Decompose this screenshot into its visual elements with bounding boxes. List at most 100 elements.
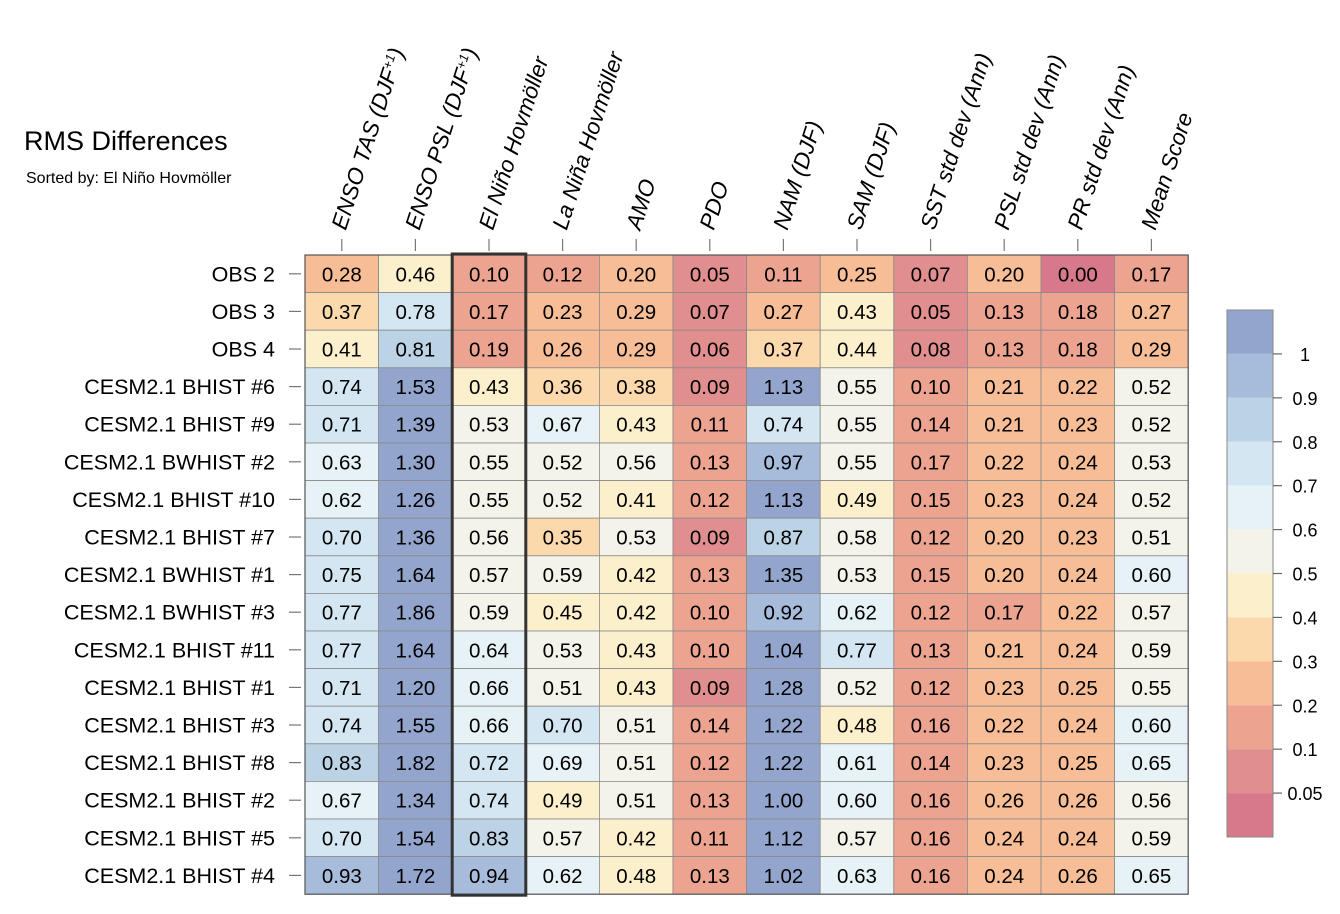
cell-value-label: 0.65 bbox=[1131, 752, 1171, 775]
cell-value-label: 0.10 bbox=[469, 263, 509, 286]
heatmap-cell bbox=[1114, 818, 1189, 857]
cell-value-label: 1.22 bbox=[763, 715, 803, 738]
heatmap-cell bbox=[378, 292, 453, 331]
cell-value-label: 0.23 bbox=[543, 301, 583, 324]
column-label: AMO bbox=[621, 176, 661, 234]
heatmap-cell bbox=[967, 367, 1042, 406]
heatmap-cell bbox=[304, 630, 379, 669]
colorbar-tick-label: 0.9 bbox=[1292, 389, 1317, 409]
colorbar-segment bbox=[1227, 397, 1273, 442]
cell-value-label: 1.26 bbox=[395, 489, 435, 512]
cell-value-label: 0.37 bbox=[763, 339, 803, 362]
cell-value-label: 1.28 bbox=[763, 677, 803, 700]
heatmap-cell bbox=[893, 329, 968, 369]
cell-value-label: 1.12 bbox=[763, 827, 803, 850]
heatmap-cell bbox=[819, 442, 895, 481]
cell-value-label: 0.26 bbox=[543, 339, 583, 362]
heatmap-cell bbox=[1040, 292, 1115, 331]
cell-value-label: 0.24 bbox=[984, 865, 1024, 888]
colorbar-segment bbox=[1227, 441, 1273, 486]
heatmap-cell bbox=[893, 630, 968, 669]
colorbar-segment bbox=[1227, 485, 1273, 530]
cell-value-label: 0.13 bbox=[690, 865, 730, 888]
cell-value-label: 0.52 bbox=[543, 489, 583, 512]
heatmap-cell bbox=[819, 480, 895, 519]
heatmap-cell bbox=[451, 480, 527, 519]
row-label: OBS 3 bbox=[212, 300, 275, 324]
heatmap-cell bbox=[525, 668, 600, 707]
cell-value-label: 0.24 bbox=[984, 827, 1024, 850]
row-label: OBS 4 bbox=[212, 338, 275, 362]
row-label: CESM2.1 BWHIST #3 bbox=[64, 601, 275, 625]
cell-value-label: 0.16 bbox=[911, 790, 951, 813]
cell-value-label: 0.27 bbox=[1131, 301, 1171, 324]
cell-value-label: 1.13 bbox=[763, 376, 803, 399]
heatmap-cell bbox=[599, 517, 674, 557]
heatmap-cell bbox=[1114, 856, 1189, 895]
cell-value-label: 1.39 bbox=[395, 414, 435, 437]
cell-value-label: 1.34 bbox=[395, 790, 435, 813]
cell-value-label: 0.51 bbox=[616, 752, 656, 775]
cell-value-label: 0.63 bbox=[837, 865, 877, 888]
cell-value-label: 0.74 bbox=[469, 790, 509, 813]
cell-value-label: 0.20 bbox=[984, 263, 1024, 286]
cell-value-label: 0.74 bbox=[763, 414, 803, 437]
row-label: CESM2.1 BHIST #8 bbox=[84, 751, 275, 775]
cell-value-label: 0.06 bbox=[690, 339, 730, 362]
heatmap-cell bbox=[967, 743, 1042, 782]
cell-value-label: 1.72 bbox=[395, 865, 435, 888]
cell-value-label: 0.24 bbox=[1058, 715, 1098, 738]
cell-value-label: 0.12 bbox=[690, 489, 730, 512]
cell-value-label: 0.71 bbox=[322, 677, 362, 700]
cell-value-label: 0.26 bbox=[1058, 790, 1098, 813]
heatmap-cell bbox=[525, 480, 600, 519]
heatmap-cell bbox=[672, 818, 747, 857]
cell-value-label: 0.93 bbox=[322, 865, 362, 888]
heatmap-cell bbox=[746, 593, 821, 632]
heatmap-cell bbox=[525, 743, 600, 782]
column-label: La Niña Hovmöller bbox=[548, 47, 629, 232]
cell-value-label: 0.57 bbox=[543, 827, 583, 850]
heatmap-cell bbox=[304, 593, 379, 632]
cell-value-label: 1.22 bbox=[763, 752, 803, 775]
cell-value-label: 0.66 bbox=[469, 677, 509, 700]
cell-value-label: 0.92 bbox=[763, 602, 803, 625]
heatmap-cell bbox=[378, 480, 453, 519]
colorbar-segment bbox=[1227, 617, 1273, 662]
heatmap-cell bbox=[378, 705, 453, 745]
cell-value-label: 0.24 bbox=[1058, 639, 1098, 662]
cell-value-label: 0.05 bbox=[911, 301, 951, 324]
cell-value-label: 0.52 bbox=[837, 677, 877, 700]
cell-value-label: 0.53 bbox=[837, 564, 877, 587]
column-label: Mean Score bbox=[1136, 109, 1197, 232]
cell-value-label: 1.55 bbox=[395, 715, 435, 738]
column-label: SST std dev (Ann) bbox=[916, 50, 997, 233]
cell-value-label: 0.27 bbox=[763, 301, 803, 324]
cell-value-label: 0.24 bbox=[1058, 451, 1098, 474]
heatmap-cell bbox=[599, 292, 674, 331]
cell-value-label: 0.70 bbox=[322, 827, 362, 850]
cell-value-label: 0.70 bbox=[322, 527, 362, 550]
heatmap-cell bbox=[599, 555, 674, 594]
cell-value-label: 1.64 bbox=[395, 639, 435, 662]
heatmap-cell bbox=[746, 329, 821, 369]
row-label: CESM2.1 BWHIST #1 bbox=[64, 563, 275, 587]
cell-value-label: 0.13 bbox=[690, 451, 730, 474]
heatmap-cell bbox=[746, 781, 821, 820]
heatmap-cell bbox=[451, 555, 527, 594]
heatmap-cell bbox=[746, 480, 821, 519]
cell-value-label: 0.12 bbox=[690, 752, 730, 775]
cell-value-label: 0.77 bbox=[322, 639, 362, 662]
cell-value-label: 1.64 bbox=[395, 564, 435, 587]
cell-value-label: 0.55 bbox=[1131, 677, 1171, 700]
cell-value-label: 0.48 bbox=[837, 715, 877, 738]
heatmap-cell bbox=[378, 442, 453, 481]
cell-value-label: 0.23 bbox=[984, 752, 1024, 775]
cell-value-label: 0.23 bbox=[984, 677, 1024, 700]
heatmap-cell bbox=[893, 254, 968, 293]
heatmap-cell bbox=[672, 743, 747, 782]
heatmap-cell bbox=[967, 480, 1042, 519]
cell-value-label: 0.14 bbox=[911, 752, 951, 775]
cell-value-label: 0.61 bbox=[837, 752, 877, 775]
cell-value-label: 0.42 bbox=[616, 564, 656, 587]
